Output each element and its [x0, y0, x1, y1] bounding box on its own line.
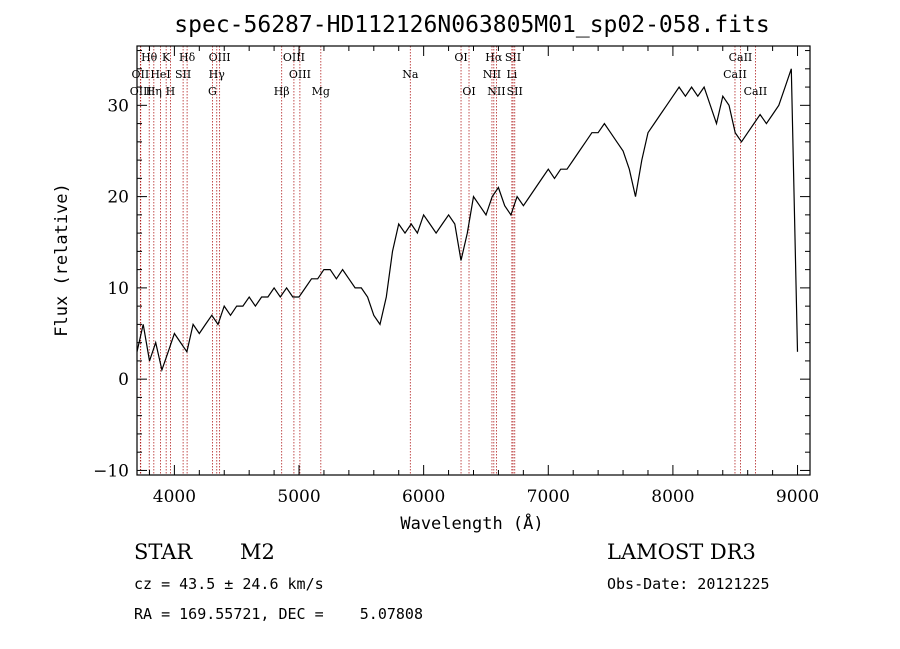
x-tick-label: 6000: [402, 487, 445, 507]
spectral-line-label: Hθ: [141, 51, 158, 64]
x-tick-label: 4000: [153, 487, 196, 507]
spectral-line-label: CaII: [744, 85, 768, 98]
y-tick-label: −10: [93, 461, 129, 481]
x-tick-label: 5000: [277, 487, 320, 507]
x-tick-label: 7000: [527, 487, 570, 507]
redshift-velocity: cz = 43.5 ± 24.6 km/s: [134, 575, 324, 593]
x-tick-label: 8000: [651, 487, 694, 507]
spectral-line-label: Li: [506, 68, 517, 81]
y-tick-label: 0: [118, 370, 129, 390]
spectral-line-label: NII: [483, 68, 501, 81]
spectral-line-label: HeI: [150, 68, 170, 81]
y-axis-ticks: −10 0 10 20 30: [93, 50, 810, 481]
spectral-line-label: CaII: [723, 68, 747, 81]
spectral-line-label: Hα: [485, 51, 503, 64]
spectral-line-label: H: [166, 85, 176, 98]
spectral-line-label: Hη: [146, 85, 162, 98]
spectral-line-label: Hδ: [179, 51, 196, 64]
spectral-line-label: OI: [462, 85, 475, 98]
observation-date: Obs-Date: 20121225: [607, 575, 770, 593]
chart-title: spec-56287-HD112126N063805M01_sp02-058.f…: [174, 12, 769, 38]
x-axis-label: Wavelength (Å): [400, 512, 543, 534]
object-subclass: M2: [240, 540, 275, 564]
spectral-line-label: G: [208, 85, 217, 98]
flux-series-line: [136, 68, 799, 373]
spectral-line-label: OIII: [209, 51, 231, 64]
spectral-line-label: OIII: [283, 51, 305, 64]
y-tick-label: 20: [107, 188, 129, 208]
spectral-line-label: SII: [175, 68, 191, 81]
spectral-line-label: CaII: [729, 51, 753, 64]
spectral-line-label: NII: [487, 85, 505, 98]
x-axis-ticks: 4000 5000 6000 7000 8000 9000: [148, 46, 819, 507]
spectral-line-label: Hγ: [209, 68, 226, 81]
spectral-line-label: OIII: [130, 85, 152, 98]
spectral-line-label: Na: [402, 68, 419, 81]
spectral-line-label: SII: [505, 51, 521, 64]
y-tick-label: 30: [107, 96, 129, 116]
plot-frame: [136, 45, 811, 476]
spectral-line-label: K: [162, 51, 171, 64]
y-tick-label: 10: [107, 279, 129, 299]
coordinates: RA = 169.55721, DEC = 5.07808: [134, 605, 423, 623]
x-tick-label: 9000: [776, 487, 819, 507]
object-class: STAR: [134, 540, 193, 564]
spectral-line-label: Mg: [312, 85, 330, 98]
spectral-line-label: OIII: [289, 68, 311, 81]
spectral-line-label: Hβ: [274, 85, 290, 98]
spectral-line-label: OI: [454, 51, 467, 64]
survey-name: LAMOST DR3: [607, 540, 756, 564]
y-axis-label: Flux (relative): [52, 183, 72, 337]
spectral-line-label: SII: [507, 85, 523, 98]
